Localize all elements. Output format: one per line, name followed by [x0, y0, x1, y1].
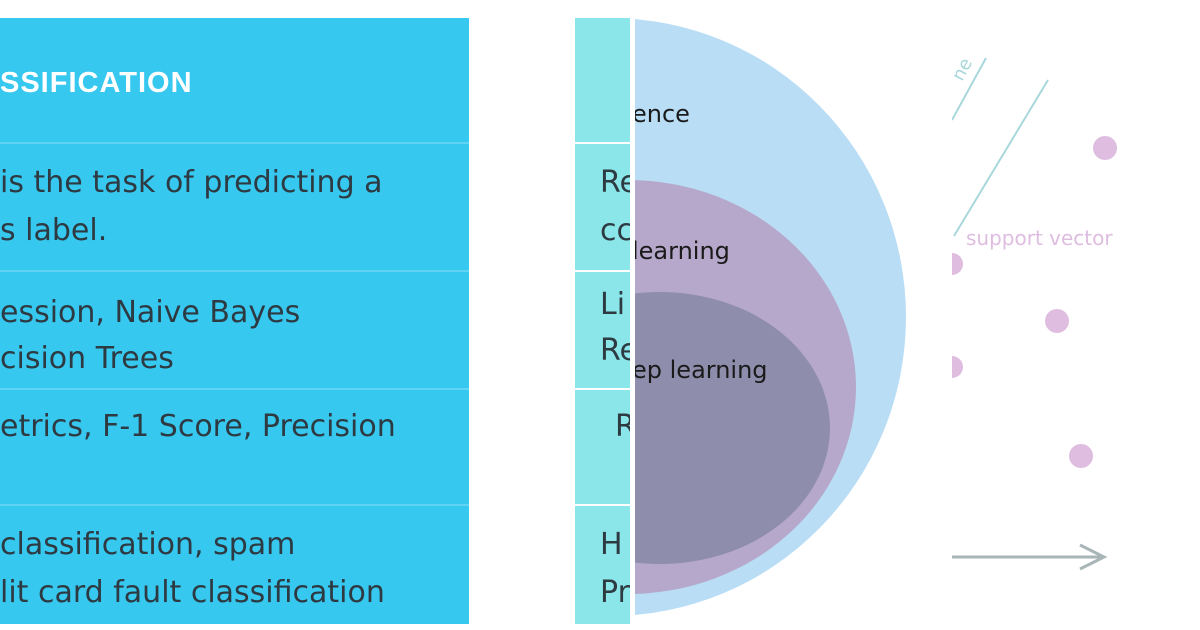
svm-canvas: ne [952, 55, 1117, 571]
data-point [1093, 136, 1117, 160]
data-point [1069, 444, 1093, 468]
table-row-algorithms: ession, Naive Bayes cision Trees [0, 270, 469, 388]
table-row-algorithms: Li Re [575, 270, 635, 388]
middle-circle-label: learning [632, 237, 730, 265]
panel-divider [630, 16, 635, 628]
table-row-metrics: R [575, 388, 635, 504]
table-row-definition: Re cc [575, 142, 635, 270]
table-cell-line: etrics, F-1 Score, Precision [0, 409, 396, 444]
data-point [952, 356, 963, 378]
classification-table: SSIFICATION is the task of predicting a … [0, 18, 469, 624]
table-cell-line: cc [600, 213, 633, 248]
support-vector-label: support vector [966, 226, 1113, 250]
table-row-metrics: etrics, F-1 Score, Precision [0, 388, 469, 504]
table-cell-line: Pr [600, 575, 630, 610]
table-row-examples: H Pr [575, 504, 635, 624]
table-row-definition: is the task of predicting a s label. [0, 142, 469, 270]
table-cell-line: Re [600, 165, 635, 200]
regression-table: Re cc Li Re R H Pr [575, 18, 635, 624]
table-cell-line: ession, Naive Bayes [0, 295, 301, 330]
inner-circle-label: ep learning [632, 356, 768, 384]
table-cell-line: lit card fault classification [0, 575, 385, 610]
table-cell-line: is the task of predicting a [0, 165, 383, 200]
table-cell-line: Li [600, 287, 626, 322]
margin-line [952, 57, 987, 121]
table-header: SSIFICATION [0, 67, 193, 99]
table-cell-line: s label. [0, 213, 108, 248]
table-cell-line: Re [600, 333, 635, 368]
ai-nested-circles-diagram: ence learning ep learning [630, 0, 960, 630]
table-row-examples: classification, spam lit card fault clas… [0, 504, 469, 624]
table-cell-line: cision Trees [0, 341, 174, 376]
outer-circle-label: ence [632, 100, 690, 128]
x-axis-arrow-icon [1079, 543, 1108, 571]
hyperplane-line [953, 79, 1049, 237]
svm-diagram: ne support vector [952, 0, 1200, 630]
table-cell-line: H [600, 527, 623, 562]
data-point [1045, 309, 1069, 333]
table-cell-line: classification, spam [0, 527, 296, 562]
data-point [952, 253, 963, 275]
